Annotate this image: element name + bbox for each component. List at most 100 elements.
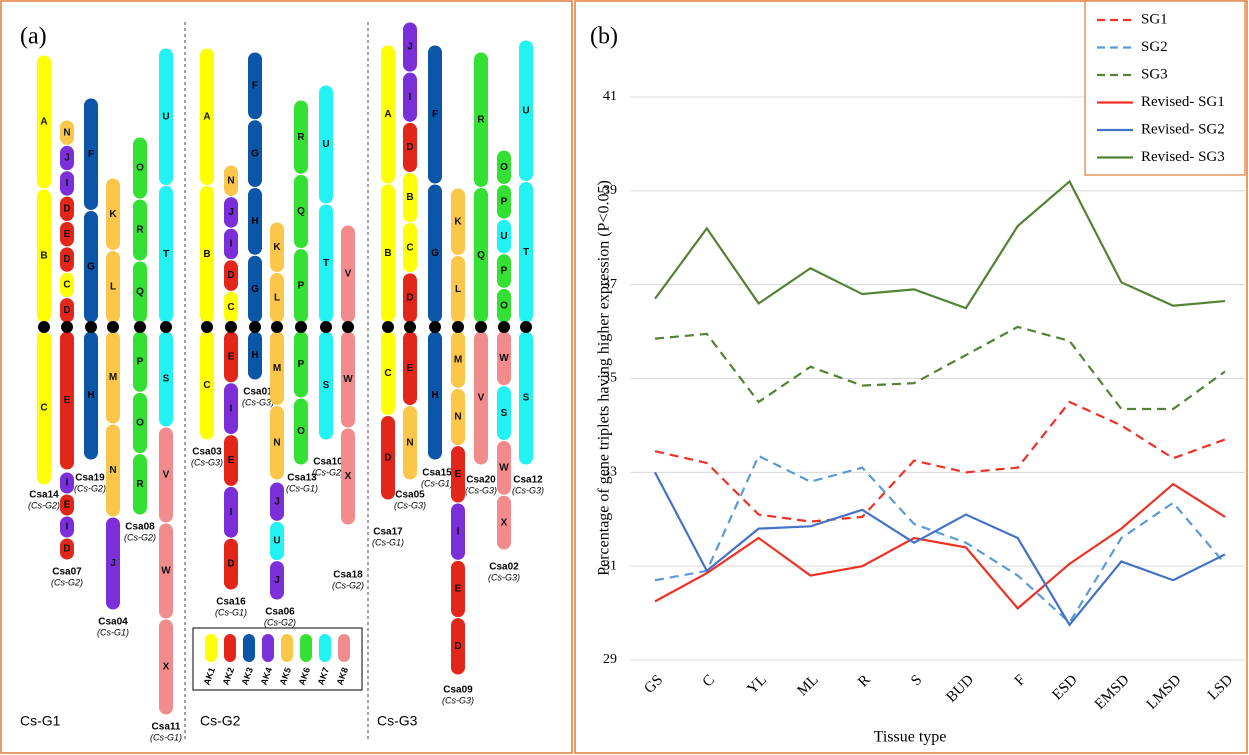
segment-label: D [63,254,70,265]
segment-label: J [274,496,280,507]
x-tick-label: YL [744,672,769,697]
chromosome-subgenome: (Cs-G1) [286,483,318,493]
x-tick-label: ML [794,672,821,699]
x-axis-label: Tissue type [874,729,947,746]
centromere [225,321,237,333]
segment-label: P [501,197,508,208]
chromosome-name: Csa14 [29,490,59,501]
segment-label: J [274,575,280,586]
legend-label: SG1 [1141,11,1168,27]
segment-label: A [203,111,210,122]
segment-label: O [136,163,144,174]
segment-label: E [228,455,235,466]
segment-label: E [455,469,462,480]
segment-label: W [499,463,509,474]
x-tick-label: F [1012,672,1029,689]
segment-label: N [109,465,116,476]
figure: (a) Cs-G1 Cs-G2 Cs-G3 (b) Tissue type Pe… [0,0,1249,755]
segment-label: Q [136,287,144,298]
segment-label: P [298,280,305,291]
centromere [134,321,146,333]
segment-label: M [109,372,117,383]
legend-label: SG3 [1141,66,1168,82]
chromosome-subgenome: (Cs-G1) [215,607,247,617]
segment-label: A [384,109,391,120]
x-tick-label: BUD [943,672,977,706]
segment-label: W [343,374,353,385]
segment-label: J [228,207,234,218]
segment-label: D [63,305,70,316]
segment-label: N [63,127,70,138]
panel-label: (a) [20,24,47,50]
segment-label: C [406,242,413,253]
segment-label: O [297,426,305,437]
segment-label: X [163,662,170,673]
y-tick-label: 41 [603,89,617,104]
legend-label: Revised- SG3 [1141,149,1225,165]
segment-label: X [345,471,352,482]
segment-label: H [87,390,94,401]
centromere [38,321,50,333]
segment-label: O [500,162,508,173]
y-tick-label: 37 [603,277,617,292]
segment-label: P [298,359,305,370]
chromosome-subgenome: (Cs-G2) [74,483,106,493]
segment-label: U [322,139,329,150]
segment-label: L [455,284,461,295]
segment-label: H [251,350,258,361]
x-tick-label: LMSD [1144,672,1185,713]
segment-label: J [110,558,116,569]
chromosome-subgenome: (Cs-G3) [442,695,474,705]
segment-label: C [227,302,234,313]
ak-legend-swatch [300,634,312,662]
segment-label: M [454,354,462,365]
group-label: Cs-G2 [200,713,241,729]
segment-label: D [227,270,234,281]
segment-label: N [454,412,461,423]
segment-label: I [66,178,69,189]
x-tick-label: C [700,672,718,690]
legend-label: Revised- SG2 [1141,121,1225,137]
segment-label: E [228,352,235,363]
segment-label: W [161,566,171,577]
segment-label: D [63,544,70,555]
ak-legend-swatch [205,634,217,662]
segment-label: N [406,437,413,448]
chromosome-name: Csa16 [216,597,246,608]
segment-label: G [431,248,439,259]
segment-label: I [66,522,69,533]
segment-label: N [273,437,280,448]
segment-label: R [136,479,144,490]
chromosome-name: Csa08 [125,522,155,533]
x-tick-label: EMSD [1092,672,1133,713]
centromere [475,321,487,333]
centromere [271,321,283,333]
segment-label: C [63,280,70,291]
x-tick-label: R [855,672,873,690]
segment-label: H [251,216,258,227]
chromosome-name: Csa17 [373,527,403,538]
legend-label: SG2 [1141,39,1168,55]
chromosome-name: Csa05 [395,490,425,501]
x-tick-label: GS [641,672,666,697]
chromosome-name: Csa12 [513,475,543,486]
segment-label: D [384,452,391,463]
segment-label: L [110,281,116,292]
segment-label: L [274,292,280,303]
centromere [107,321,119,333]
segment-label: P [137,356,144,367]
chromosome-subgenome: (Cs-G3) [465,485,497,495]
segment-label: E [64,500,71,511]
ak-legend-swatch [281,634,293,662]
segment-label: U [522,105,529,116]
ak-legend-swatch [243,634,255,662]
centromere [61,321,73,333]
segment-label: O [136,418,144,429]
segment-label: E [64,395,71,406]
segment-label: J [64,153,70,164]
chromosome-name: Csa09 [443,685,473,696]
ak-legend-swatch [319,634,331,662]
segment-label: I [230,507,233,518]
centromere [498,321,510,333]
segment-label: D [63,203,70,214]
